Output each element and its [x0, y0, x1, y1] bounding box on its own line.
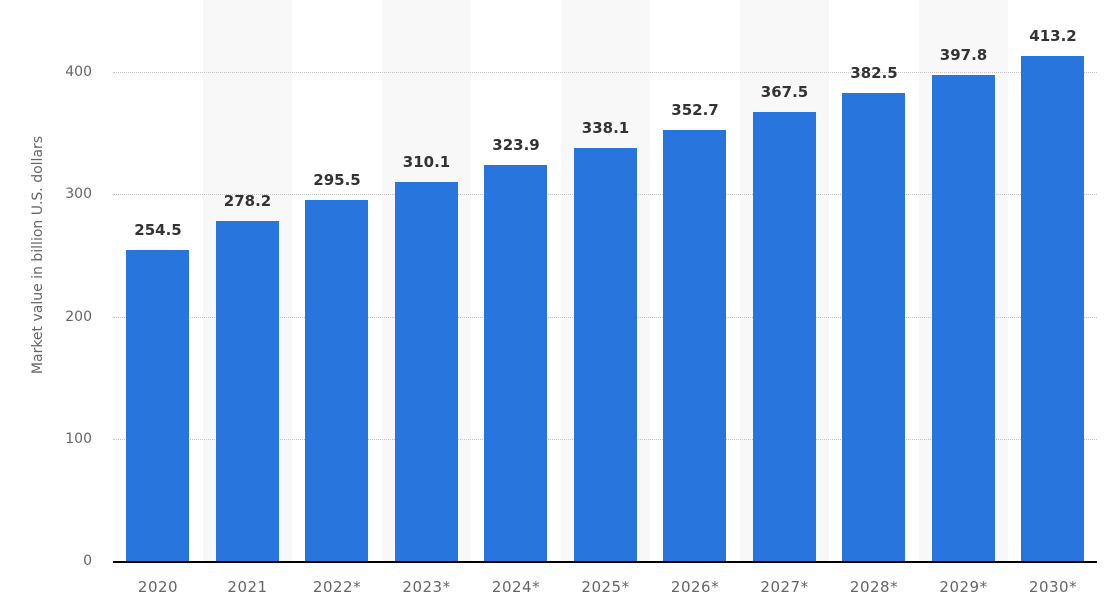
value-label: 310.1 — [402, 152, 451, 171]
value-label: 338.1 — [581, 118, 630, 137]
value-label: 382.5 — [850, 64, 898, 83]
y-axis-label: Market value in billion U.S. dollars — [30, 135, 46, 375]
value-label: 413.2 — [1029, 26, 1077, 45]
x-tick-label: 2021 — [227, 578, 268, 596]
value-label: 278.2 — [223, 191, 272, 210]
x-tick-label: 2026* — [670, 578, 720, 596]
x-tick-label: 2022* — [312, 578, 362, 596]
y-tick-label: 100 — [65, 430, 92, 447]
bar[interactable] — [1021, 55, 1085, 561]
bar[interactable] — [752, 111, 816, 561]
bar[interactable] — [573, 147, 637, 561]
bar[interactable] — [394, 181, 458, 561]
value-label: 323.9 — [492, 136, 540, 155]
x-tick-label: 2020 — [137, 578, 179, 596]
value-label: 352.7 — [671, 100, 719, 119]
bar[interactable] — [305, 199, 369, 561]
bar[interactable] — [215, 220, 279, 561]
bar[interactable] — [126, 249, 190, 561]
value-label: 295.5 — [313, 170, 361, 189]
bar[interactable] — [842, 93, 906, 561]
x-tick-label: 2025* — [581, 578, 630, 596]
x-tick-label: 2030* — [1028, 578, 1078, 596]
value-label: 367.5 — [760, 82, 809, 101]
bar[interactable] — [663, 129, 727, 561]
y-tick-label: 300 — [65, 186, 92, 203]
bar[interactable] — [484, 165, 548, 561]
value-label: 254.5 — [134, 220, 182, 239]
x-tick-label: 2024* — [491, 578, 541, 596]
bar[interactable] — [931, 74, 995, 561]
x-axis-line — [113, 561, 1097, 563]
x-tick-label: 2023* — [402, 578, 451, 596]
value-label: 397.8 — [939, 45, 988, 64]
y-tick-label: 200 — [65, 308, 92, 325]
y-tick-label: 0 — [83, 553, 92, 569]
x-tick-label: 2028* — [849, 578, 899, 596]
x-tick-label: 2027* — [760, 578, 809, 596]
x-tick-label: 2029* — [939, 578, 988, 596]
gridline — [113, 72, 1097, 73]
y-tick-label: 400 — [65, 64, 92, 80]
